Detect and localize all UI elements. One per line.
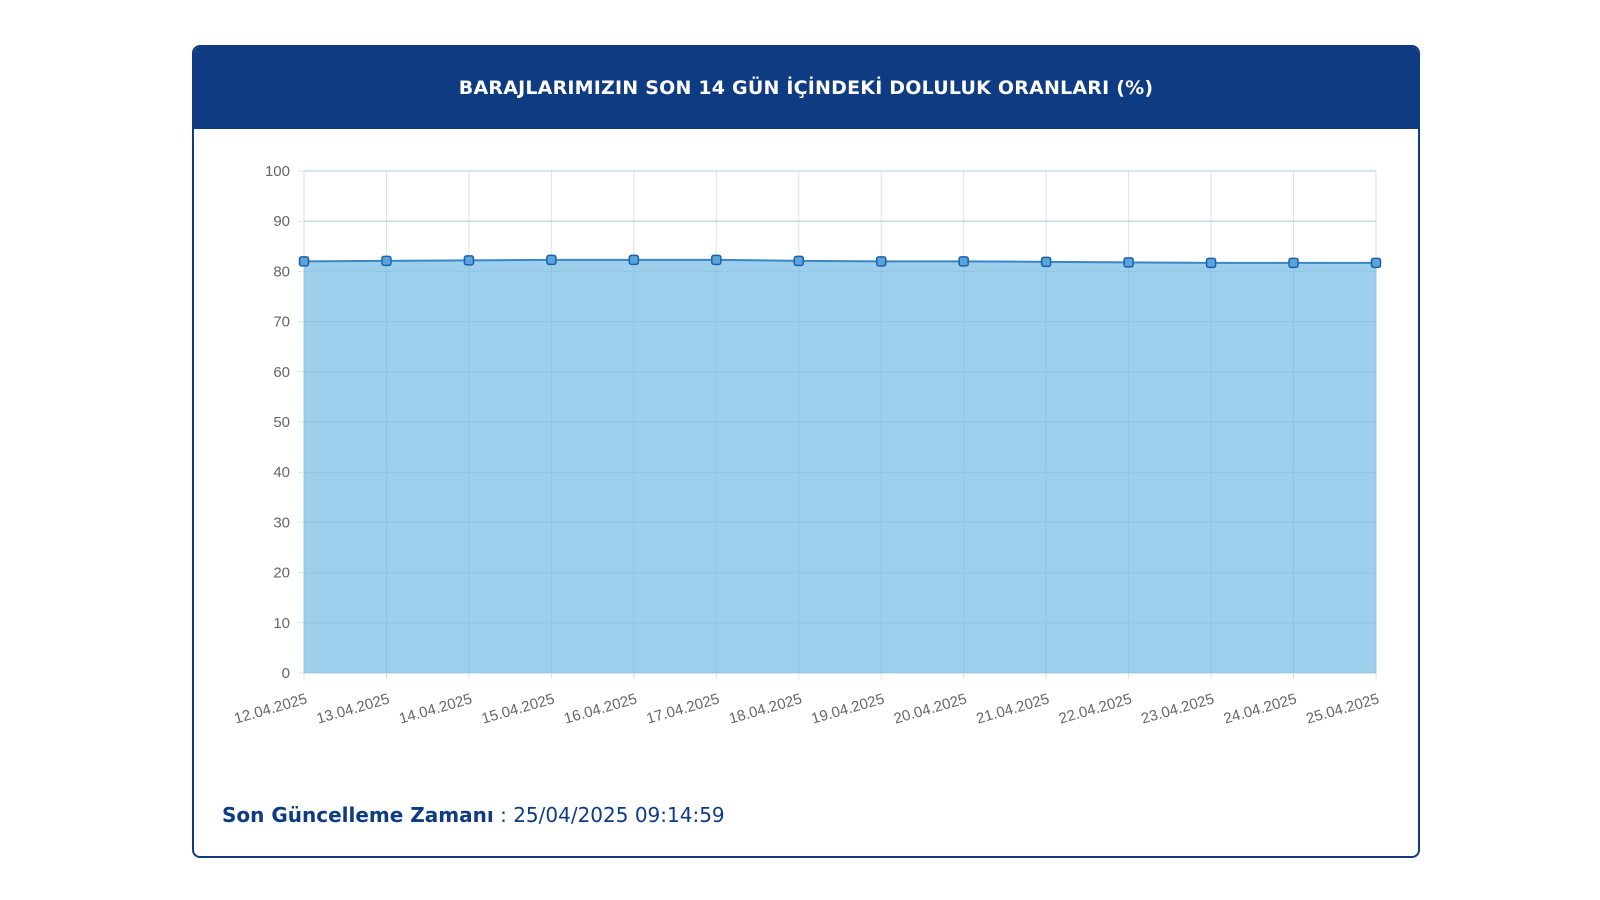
x-tick-label: 12.04.2025	[232, 691, 309, 728]
data-point[interactable]	[875, 256, 887, 267]
data-point[interactable]	[1040, 256, 1052, 268]
last-update-timestamp: 25/04/2025 09:14:59	[513, 803, 725, 827]
x-tick-label: 17.04.2025	[645, 691, 722, 728]
y-tick-label: 80	[273, 263, 290, 280]
y-tick-label: 30	[273, 514, 290, 531]
y-tick-label: 20	[273, 565, 290, 582]
area-fill	[304, 259, 1376, 673]
series-line	[303, 258, 1376, 264]
x-tick-label: 22.04.2025	[1057, 691, 1134, 728]
data-point[interactable]	[298, 256, 310, 267]
x-tick-label: 25.04.2025	[1304, 691, 1381, 728]
card-header: BARAJLARIMIZIN SON 14 GÜN İÇİNDEKİ DOLUL…	[194, 47, 1418, 129]
grid-over-layer	[303, 170, 1377, 674]
area-layer	[304, 259, 1376, 673]
data-point[interactable]	[1123, 257, 1134, 268]
data-point[interactable]	[958, 256, 969, 267]
data-point[interactable]	[463, 255, 475, 266]
y-tick-label: 70	[273, 314, 290, 331]
x-tick-label: 19.04.2025	[809, 691, 886, 728]
last-update: Son Güncelleme Zamanı : 25/04/2025 09:14…	[222, 803, 725, 827]
x-tick-label: 20.04.2025	[892, 691, 969, 728]
data-point[interactable]	[1370, 257, 1382, 269]
last-update-label: Son Güncelleme Zamanı	[222, 803, 494, 827]
chart-card: BARAJLARIMIZIN SON 14 GÜN İÇİNDEKİ DOLUL…	[192, 45, 1420, 858]
grid-layer	[298, 170, 1377, 679]
point-layer	[298, 254, 1382, 269]
y-tick-label: 10	[273, 615, 290, 632]
chart-title: BARAJLARIMIZIN SON 14 GÜN İÇİNDEKİ DOLUL…	[458, 77, 1154, 99]
data-point[interactable]	[1288, 257, 1299, 269]
y-axis-ticks: 0 10 20 30 40 50 60 70 80 90 100	[265, 163, 290, 682]
x-tick-label: 24.04.2025	[1222, 691, 1299, 728]
data-point[interactable]	[546, 254, 557, 266]
y-tick-label: 90	[273, 213, 290, 230]
line-layer	[303, 258, 1376, 264]
x-tick-label: 15.04.2025	[480, 691, 557, 728]
x-tick-label: 23.04.2025	[1139, 691, 1216, 728]
last-update-separator: :	[493, 803, 514, 827]
data-point[interactable]	[381, 255, 392, 267]
data-point[interactable]	[711, 254, 722, 266]
x-tick-label: 13.04.2025	[315, 691, 392, 728]
y-tick-label: 0	[282, 665, 290, 682]
x-tick-label: 16.04.2025	[562, 691, 639, 728]
y-tick-label: 60	[273, 364, 290, 381]
x-axis-ticks: 12.04.2025 13.04.2025 14.04.2025 15.04.2025…	[232, 691, 1381, 728]
y-tick-label: 40	[273, 464, 290, 481]
x-tick-label: 21.04.2025	[974, 691, 1051, 728]
x-tick-label: 18.04.2025	[727, 691, 804, 728]
data-point[interactable]	[793, 255, 805, 267]
y-tick-label: 50	[273, 414, 290, 431]
data-point[interactable]	[628, 254, 640, 266]
y-tick-label: 100	[265, 163, 290, 180]
area-chart: 0 10 20 30 40 50 60 70 80 90 100 12.04.2025 13.04.2…	[232, 163, 1382, 728]
data-point[interactable]	[1205, 257, 1217, 269]
x-tick-label: 14.04.2025	[397, 691, 474, 728]
